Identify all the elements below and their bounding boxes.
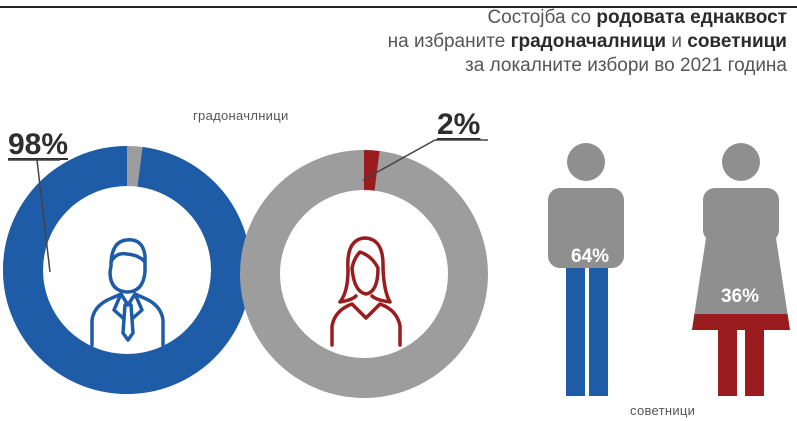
title-line2-bold-mayors: градоначалници [510,31,667,52]
woman-figure-fill [692,314,790,396]
infographic-title: Состојба со родовата еднаквост на избран… [367,6,787,78]
title-line-1: Состојба со родовата еднаквост [367,6,787,30]
man-icon [90,238,165,347]
man-percent-label: 64% [571,246,609,267]
female-donut-track [240,150,488,398]
woman-percent-label: 36% [721,286,759,307]
woman-figure: 36% [692,143,790,396]
female-mayors-donut [240,139,488,398]
title-line2-text: на избраните [387,31,511,52]
title-line-3: за локалните избори во 2021 година [465,55,787,76]
woman-figure-gray-part [692,143,790,396]
title-line2-and: и [666,31,688,52]
title-line2-bold-councillors: советници [687,31,787,52]
top-rule [0,6,797,8]
woman-icon [330,236,402,347]
title-line-2: на избраните градоначалници и советници [367,30,787,54]
man-figure: 64% [548,143,624,396]
male-mayors-percent: 98% [8,128,69,161]
female-donut-slice [363,150,380,191]
female-percent-leader-line [362,139,436,181]
title-line1-bold: родовата еднаквост [596,7,787,28]
title-line1-text: Состојба со [487,7,597,28]
man-figure-fill [548,268,624,396]
male-mayors-donut [3,146,251,394]
male-percent-leader-line [36,159,51,273]
male-donut-slice [3,146,251,394]
mayors-label: градоначлници [193,108,289,123]
female-mayors-percent: 2% [437,108,481,141]
councillors-label: советници [630,403,696,418]
